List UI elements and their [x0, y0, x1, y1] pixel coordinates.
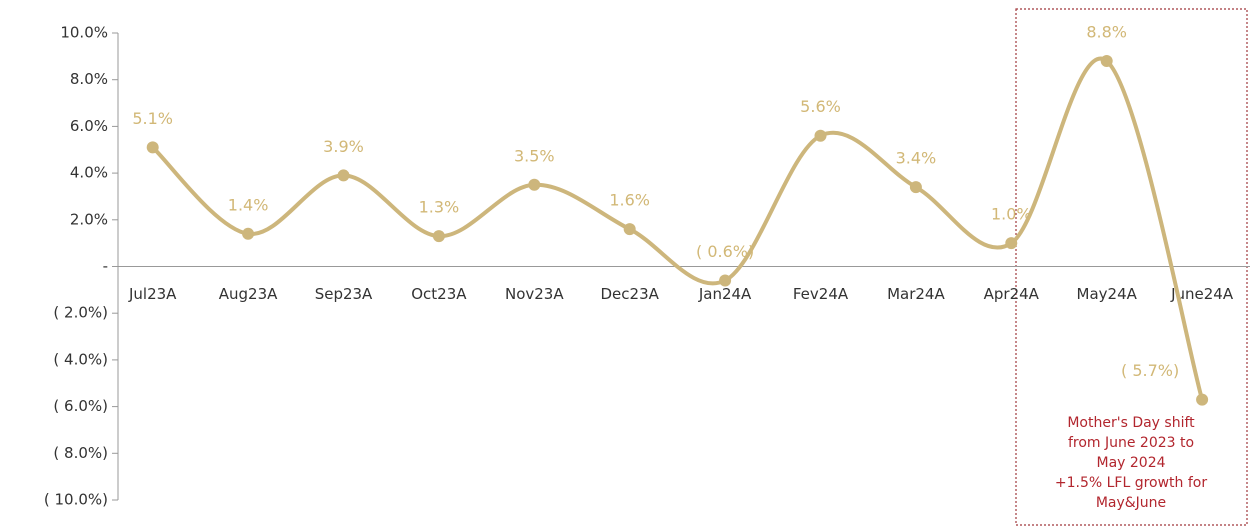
- data-label: 1.3%: [419, 198, 460, 217]
- point: [528, 178, 541, 191]
- point: [242, 227, 255, 240]
- data-label: 3.4%: [896, 149, 937, 168]
- annotation: May 2024: [1096, 455, 1165, 471]
- data-label: 1.0%: [991, 205, 1032, 224]
- line: [151, 56, 1205, 401]
- x-tick-label: Aug23A: [219, 285, 278, 303]
- data-label: 1.4%: [228, 195, 269, 214]
- y-tick-label: 10.0%: [60, 24, 108, 42]
- data-label: 1.6%: [609, 191, 650, 210]
- point: [719, 274, 732, 287]
- point: [909, 181, 922, 194]
- data-label: ( 5.7%): [1121, 361, 1179, 380]
- x-tick-label: Jan24A: [698, 285, 752, 303]
- x-tick-label: Nov23A: [505, 285, 564, 303]
- data-label: ( 0.6%): [696, 242, 754, 261]
- x-tick-label: Jul23A: [128, 285, 177, 303]
- y-tick-label: ( 6.0%): [53, 397, 108, 415]
- y-tick-label: -: [103, 257, 108, 275]
- y-tick-label: 8.0%: [70, 70, 108, 88]
- data-label: 3.9%: [323, 137, 364, 156]
- point: [1100, 55, 1113, 68]
- x-tick-label: Apr24A: [984, 285, 1040, 303]
- annotation: from June 2023 to: [1068, 435, 1194, 451]
- x-tick-label: June24A: [1170, 285, 1234, 303]
- point: [1005, 237, 1018, 250]
- x-tick-label: Mar24A: [887, 285, 945, 303]
- x-tick-label: Oct23A: [411, 285, 467, 303]
- data-label: 5.1%: [132, 109, 173, 128]
- annotation: +1.5% LFL growth for: [1055, 475, 1208, 491]
- y-tick-label: ( 2.0%): [53, 304, 108, 322]
- y-tick-label: 2.0%: [70, 210, 108, 228]
- y-tick-label: ( 10.0%): [44, 491, 108, 509]
- point: [1196, 393, 1209, 406]
- x-tick-label: May24A: [1077, 285, 1138, 303]
- annotation: May&June: [1096, 495, 1166, 511]
- point: [814, 129, 827, 142]
- point: [432, 230, 445, 243]
- y-tick-label: 6.0%: [70, 117, 108, 135]
- point: [337, 169, 350, 182]
- x-tick-label: Sep23A: [315, 285, 373, 303]
- x-tick-label: Fev24A: [793, 285, 849, 303]
- data-label: 5.6%: [800, 97, 841, 116]
- y-tick-label: ( 4.0%): [53, 350, 108, 368]
- y-tick-label: 4.0%: [70, 164, 108, 182]
- annotation: Mother's Day shift: [1067, 415, 1195, 431]
- data-label: 8.8%: [1086, 23, 1127, 42]
- point: [623, 223, 636, 236]
- point: [146, 141, 159, 154]
- x-tick-label: Dec23A: [601, 285, 660, 303]
- data-label: 3.5%: [514, 146, 555, 165]
- y-tick-label: ( 8.0%): [53, 444, 108, 462]
